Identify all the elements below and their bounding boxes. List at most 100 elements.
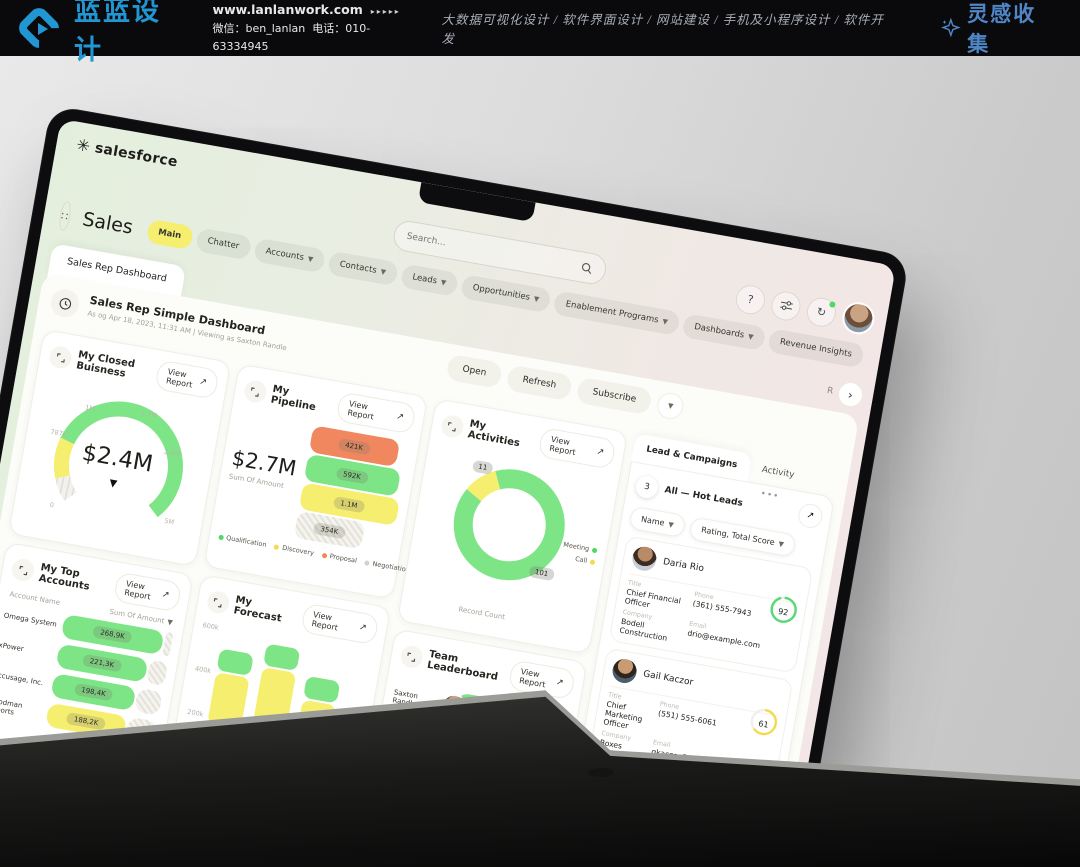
lead-card[interactable]: Gail Kaczor Title Chief Marketing Officer…: [587, 647, 794, 795]
chevron-down-icon: ▼: [440, 278, 447, 288]
card-title: My Pipeline: [269, 383, 317, 414]
app-title: Sales: [80, 208, 135, 239]
pipeline-card: My Pipeline View Report ↗ $2.7M Sum Of Am…: [202, 363, 428, 600]
salesforce-star-icon: ✳: [75, 135, 92, 157]
bar-value: 221,3K: [81, 653, 122, 673]
bar-value: 592K: [335, 466, 369, 484]
tab-accounts[interactable]: Accounts ▼: [252, 237, 327, 274]
lead-score-ring: 92: [766, 592, 801, 631]
more-dots-icon[interactable]: •••: [759, 488, 780, 503]
clock-icon: [48, 287, 82, 320]
desk-hole: [588, 768, 614, 777]
bar-value: 1.1M: [332, 495, 366, 513]
lanlan-logo-icon: [14, 3, 64, 53]
gauge-chart: 0 787K 1M 1.7M 2.4M 5M $2.4M ▼: [19, 370, 214, 559]
tab-opportunities[interactable]: Opportunities ▼: [459, 274, 553, 314]
arrow-up-right-icon: ↗: [160, 589, 171, 601]
tab-contacts[interactable]: Contacts ▼: [326, 250, 399, 287]
notification-dot: [828, 300, 836, 308]
arrow-up-right-icon: ↗: [358, 622, 368, 634]
search-bar[interactable]: [391, 218, 609, 287]
wechat-contact: 微信：ben_lanlan: [212, 22, 306, 36]
bar-value: 354K: [312, 521, 347, 539]
leads-list-title: All — Hot Leads: [663, 485, 744, 509]
gauge-tick: 5M: [163, 516, 175, 527]
bar-value: 188,2K: [66, 712, 107, 731]
collect-label: 灵感收集: [967, 2, 1037, 56]
photo-stage: ✳ salesforce ? ↻: [0, 56, 1080, 867]
card-title: My Forecast: [232, 594, 283, 625]
legend-proposal: Proposal: [321, 551, 358, 565]
forecast-card: My Forecast View Report ↗ 600k 400k 200k …: [162, 574, 391, 830]
chevron-down-icon: ▼: [307, 254, 314, 264]
subscribe-button[interactable]: Subscribe: [575, 376, 654, 416]
expand-icon[interactable]: [439, 413, 465, 440]
more-actions-chevron[interactable]: ▼: [655, 390, 686, 422]
expand-icon[interactable]: [205, 589, 231, 616]
open-list-arrow-icon[interactable]: ↗: [796, 502, 825, 530]
funnel-chart: 421K 592K 1.1M 354K: [293, 425, 409, 554]
laptop: ✳ salesforce ? ↻: [0, 106, 909, 867]
arrow-up-right-icon: ↗: [395, 411, 405, 423]
tab-revenue-insights[interactable]: Revenue Insights: [767, 328, 865, 369]
app-launcher-icon[interactable]: ∷: [57, 200, 73, 232]
tab-enablement-programs[interactable]: Enablement Programs ▼: [552, 290, 681, 336]
chevron-down-icon: ▼: [667, 519, 675, 529]
column-account-name: Account Name: [8, 590, 61, 607]
gauge-tick: 1M: [84, 403, 96, 413]
arrows-icon: ▸▸▸▸▸: [370, 7, 401, 17]
expand-icon[interactable]: [242, 378, 268, 405]
bar-value: 268,9K: [92, 625, 133, 644]
avatar: [610, 657, 639, 685]
legend-discovery: Discovery: [273, 542, 315, 557]
tab-dashboards[interactable]: Dashboards ▼: [681, 313, 767, 352]
expand-icon[interactable]: [398, 644, 425, 670]
user-avatar[interactable]: [839, 299, 877, 337]
avatar: [630, 544, 659, 573]
legend-call: Call: [561, 552, 596, 566]
card-title: My Top Accounts: [37, 562, 91, 593]
lead-card[interactable]: Daria Rio Title Chief Financial Officer P…: [608, 535, 814, 674]
legend-qualification: Qualification: [217, 532, 267, 549]
donut-chart: 11 101 Meeting Call Record Count: [409, 439, 611, 635]
tab-chatter[interactable]: Chatter: [194, 227, 253, 261]
sparkle-icon: [940, 17, 961, 38]
arrow-up-right-icon: ↗: [198, 376, 208, 389]
closed-business-card: My Closed Buisness View Report ↗: [8, 329, 231, 567]
refresh-icon[interactable]: ↻: [804, 294, 839, 329]
view-report-button[interactable]: View Report ↗: [299, 602, 380, 646]
dashboard-panel: Sales Rep Simple Dashboard As og Apr 18,…: [0, 272, 860, 867]
laptop-screen: ✳ salesforce ? ↻: [0, 118, 897, 867]
services-list: 大数据可视化设计 / 软件界面设计 / 网站建设 / 手机及小程序设计 / 软件…: [441, 13, 884, 46]
donut-axis-label: Record Count: [457, 605, 506, 622]
settings-sliders-icon[interactable]: [769, 288, 803, 323]
help-icon[interactable]: ?: [733, 282, 768, 317]
phone-contact: 电话：010-63334945: [212, 22, 371, 53]
tab-leads[interactable]: Leads ▼: [399, 263, 460, 297]
salesforce-logo: ✳ salesforce: [75, 135, 180, 171]
tab-main[interactable]: Main: [145, 218, 194, 251]
chevron-down-icon: ▼: [379, 267, 387, 277]
refresh-button[interactable]: Refresh: [505, 364, 574, 402]
expand-icon[interactable]: [47, 344, 74, 371]
card-title: Team Leaderboard: [426, 648, 499, 683]
view-report-button[interactable]: View Report ↗: [112, 571, 182, 613]
chevron-down-icon: ▼: [777, 539, 785, 549]
next-arrow-icon[interactable]: ›: [836, 380, 866, 410]
leaderboard-card: Team Leaderboard View Report ↗ Saxton Ran…: [359, 628, 588, 866]
leads-count-badge: 3: [634, 474, 660, 500]
brand-name: 蓝蓝设计: [74, 0, 161, 66]
filter-name[interactable]: Name ▼: [628, 505, 687, 539]
open-button[interactable]: Open: [445, 353, 504, 389]
bar-value: 421K: [337, 437, 371, 455]
partial-tab: R: [826, 385, 835, 397]
camera-notch: [417, 182, 536, 223]
promo-banner: 蓝蓝设计 www.lanlanwork.com ▸▸▸▸▸ 微信：ben_lanl…: [0, 0, 1080, 66]
activities-card: My Activities View Report ↗: [396, 398, 629, 655]
legend-meeting: Meeting: [563, 541, 598, 555]
laptop-bezel: ✳ salesforce ? ↻: [0, 106, 909, 867]
expand-icon[interactable]: [10, 557, 36, 583]
website-link[interactable]: www.lanlanwork.com: [212, 2, 363, 18]
view-report-button[interactable]: View Report ↗: [335, 391, 417, 435]
search-icon: [582, 262, 592, 274]
